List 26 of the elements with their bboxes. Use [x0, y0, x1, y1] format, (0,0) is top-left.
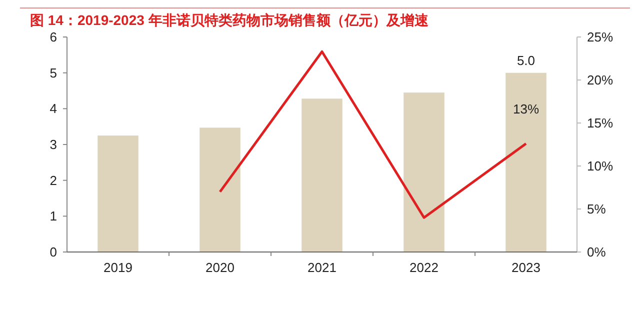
y-tick-label: 0: [50, 244, 57, 260]
y-tick-label: 2: [50, 172, 57, 188]
bar: [98, 136, 138, 252]
y-tick-label: 3: [50, 137, 57, 152]
y2-tick-label: 10%: [587, 158, 614, 174]
bar: [506, 72, 546, 252]
bar: [302, 98, 342, 252]
y-tick-label: 6: [50, 30, 57, 45]
y-tick-label: 4: [50, 101, 57, 116]
y-tick-label: 1: [50, 208, 57, 224]
x-tick-label: 2022: [410, 260, 438, 275]
x-tick-label: 2023: [512, 260, 540, 275]
data-label: 5.0: [516, 52, 536, 68]
y2-tick-label: 20%: [587, 72, 614, 88]
y2-tick-label: 25%: [587, 30, 614, 45]
bar: [404, 92, 444, 252]
x-tick-label: 2019: [104, 260, 132, 275]
bar: [200, 128, 240, 252]
y2-tick-label: 0%: [587, 244, 606, 260]
x-tick-label: 2021: [308, 260, 336, 275]
y2-tick-label: 15%: [587, 116, 614, 131]
y-tick-label: 5: [50, 65, 57, 80]
chart-title: 图 14：2019-2023 年非诺贝特类药物市场销售额（亿元）及增速: [30, 12, 430, 28]
x-tick-label: 2020: [206, 260, 234, 275]
data-label: 13%: [512, 102, 540, 117]
y2-tick-label: 5%: [587, 202, 606, 217]
